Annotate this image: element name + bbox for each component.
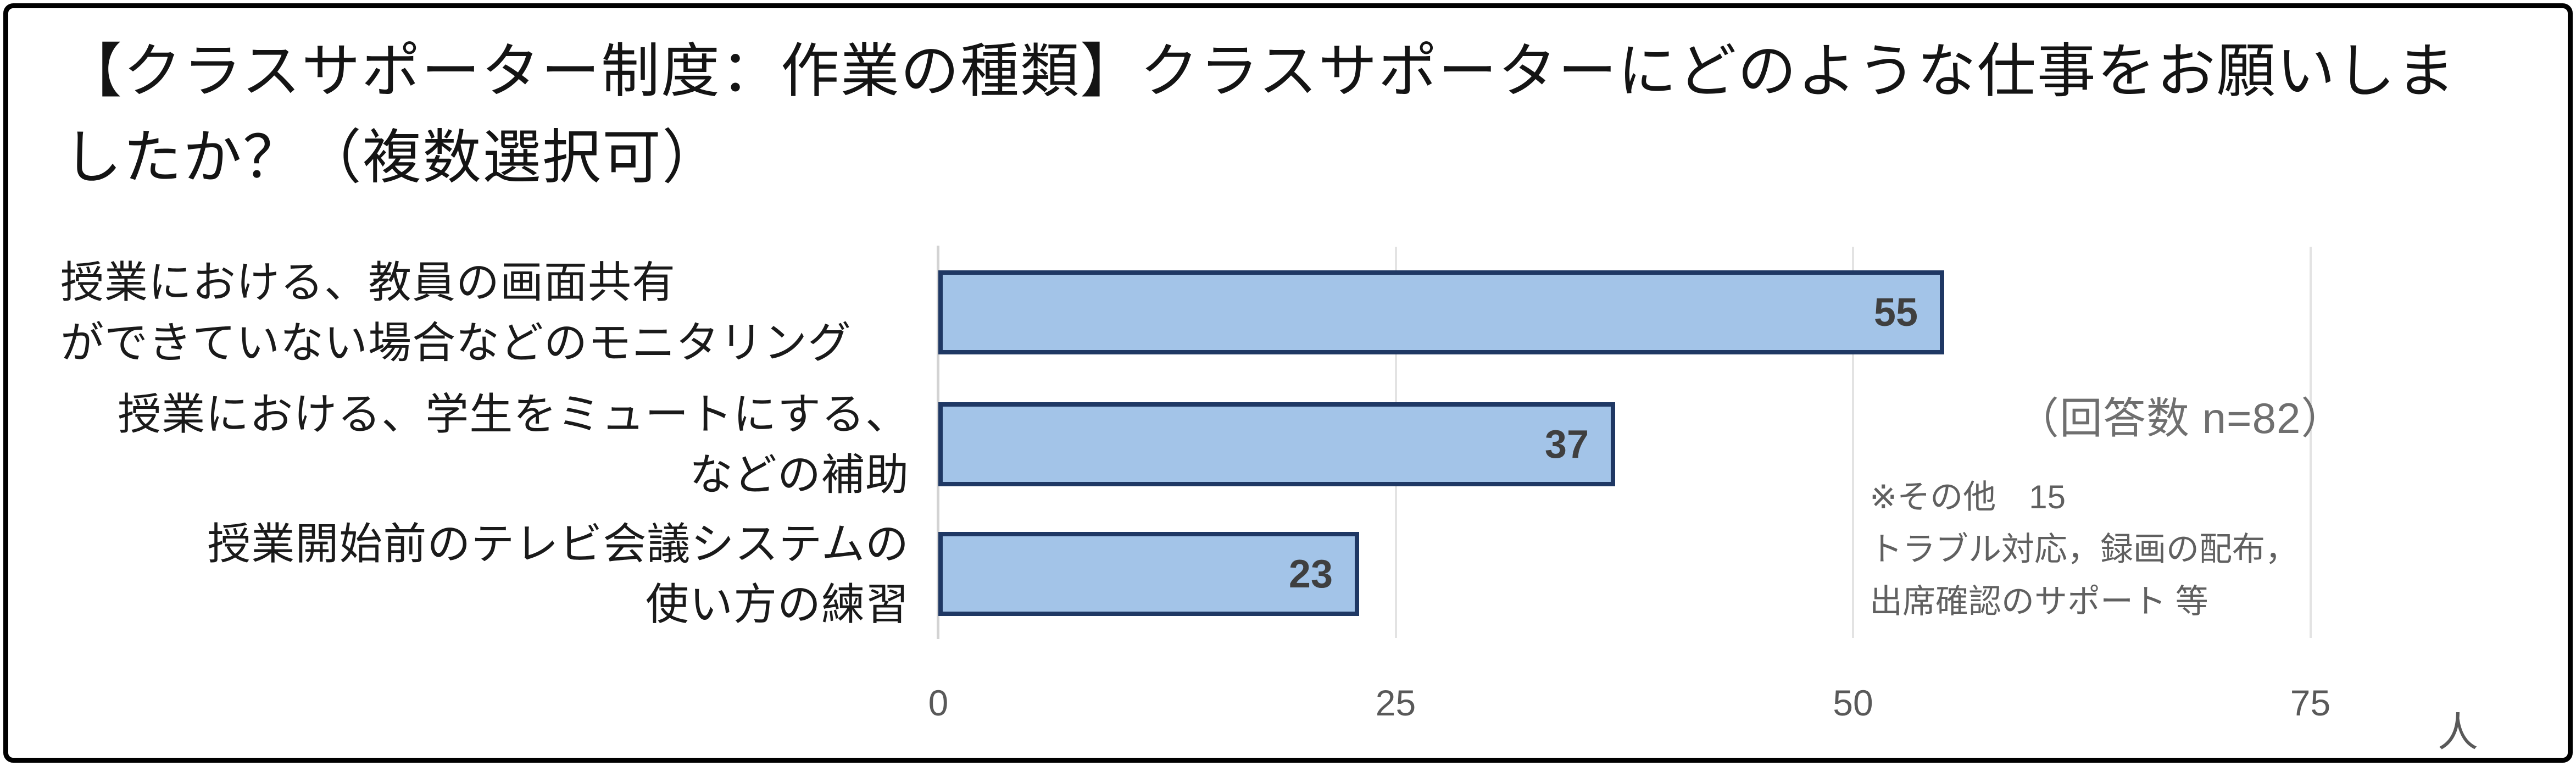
x-axis-tick-75: 75	[2290, 682, 2331, 723]
category-label-line: 授業開始前のテレビ会議システムの	[207, 519, 909, 568]
gridline-75	[2309, 247, 2312, 638]
category-label-practice: 授業開始前のテレビ会議システムの 使い方の練習	[60, 514, 909, 635]
category-label-monitoring: 授業における、教員の画面共有 ができていない場合などのモニタリング	[60, 252, 909, 373]
x-axis-tick-0: 0	[928, 682, 949, 723]
gridline-50	[1852, 247, 1854, 638]
category-label-mute-assist: 授業における、学生をミュートにする、 などの補助	[60, 384, 909, 505]
chart-title-line2: したか？（複数選択可）	[63, 124, 722, 190]
bar-value-label: 55	[1873, 290, 1918, 335]
x-axis-tick-25: 25	[1375, 682, 1416, 723]
bar-mute-assist: 37	[938, 402, 1615, 486]
y-axis-line	[937, 246, 939, 639]
bar-value-label: 37	[1544, 422, 1589, 467]
plot-area: 授業における、教員の画面共有 ができていない場合などのモニタリング 授業における…	[8, 8, 2568, 758]
category-label-line: などの補助	[689, 450, 909, 499]
other-note-line: トラブル対応，録画の配布，	[1870, 531, 2298, 568]
x-axis-tick-50: 50	[1833, 682, 1873, 723]
bar-practice: 23	[938, 532, 1359, 616]
category-label-line: 授業における、教員の画面共有	[60, 258, 676, 307]
bar-value-label: 23	[1288, 552, 1333, 596]
chart-title: 【クラスサポーター制度：作業の種類】クラスサポーターにどのような仕事をお願いしま…	[63, 28, 2491, 201]
other-responses-annotation: ※その他 15 トラブル対応，録画の配布， 出席確認のサポート 等	[1870, 471, 2496, 628]
category-label-line: 授業における、学生をミュートにする、	[118, 390, 909, 438]
chart-outer-border: 【クラスサポーター制度：作業の種類】クラスサポーターにどのような仕事をお願いしま…	[3, 3, 2573, 763]
category-label-line: ができていない場合などのモニタリング	[60, 318, 852, 367]
other-note-line: ※その他 15	[1870, 479, 2066, 515]
x-axis-unit-label: 人	[2438, 709, 2478, 755]
bar-monitoring: 55	[938, 270, 1944, 354]
response-count-annotation: （回答数 n=82）	[2016, 394, 2345, 442]
other-note-line: 出席確認のサポート 等	[1870, 583, 2208, 620]
chart-title-line1: 【クラスサポーター制度：作業の種類】クラスサポーターにどのような仕事をお願いしま	[63, 38, 2456, 104]
category-label-line: 使い方の練習	[646, 580, 909, 629]
